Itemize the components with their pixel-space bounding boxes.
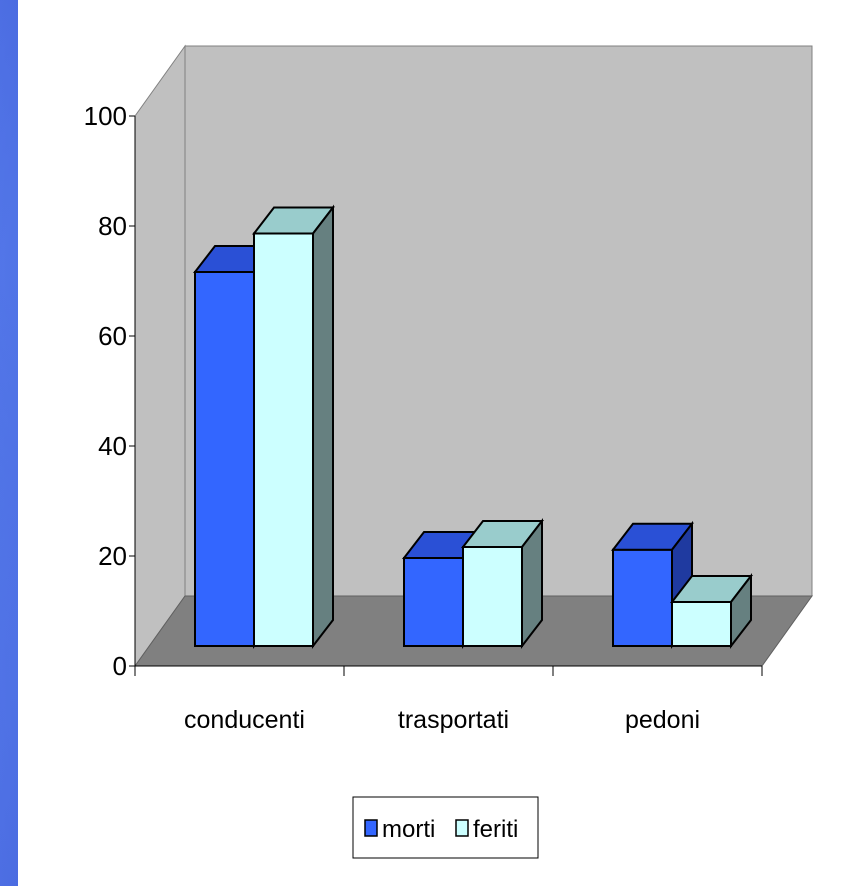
- bar-feriti-trasportati: [460, 518, 545, 649]
- bar-front: [194, 271, 255, 647]
- bar-side: [312, 204, 334, 649]
- bar-side: [521, 518, 543, 649]
- category-label: pedoni: [625, 706, 700, 734]
- y-tick-label: 20: [98, 541, 127, 571]
- bar-feriti-pedoni: [669, 573, 754, 649]
- category-label: trasportati: [398, 706, 509, 734]
- category-labels: conducenti trasportati pedoni: [184, 706, 700, 734]
- legend-box: [352, 796, 539, 859]
- y-tick-label: 80: [98, 211, 127, 241]
- bar-side: [730, 573, 752, 649]
- category-label: conducenti: [184, 706, 305, 734]
- y-axis: 0 20 40 60 80 100: [84, 101, 136, 681]
- bar-front: [253, 232, 314, 647]
- bar-front: [671, 601, 732, 647]
- legend-swatch-feriti: [455, 819, 469, 837]
- chart-side-wall: [134, 44, 186, 668]
- bar-front: [612, 548, 673, 647]
- legend: morti feriti: [352, 796, 539, 859]
- bar-front: [462, 546, 523, 647]
- legend-label-morti: morti: [382, 816, 435, 843]
- legend-label-feriti: feriti: [473, 816, 518, 843]
- legend-swatch-morti: [364, 819, 378, 837]
- y-tick-label: 40: [98, 431, 127, 461]
- y-tick-label: 60: [98, 321, 127, 351]
- x-axis: [134, 665, 763, 676]
- bar-front: [403, 557, 464, 647]
- y-tick-label: 100: [84, 101, 127, 131]
- bar-feriti-conducenti: [251, 204, 336, 649]
- y-tick-label: 0: [113, 651, 127, 681]
- bars: [192, 204, 754, 649]
